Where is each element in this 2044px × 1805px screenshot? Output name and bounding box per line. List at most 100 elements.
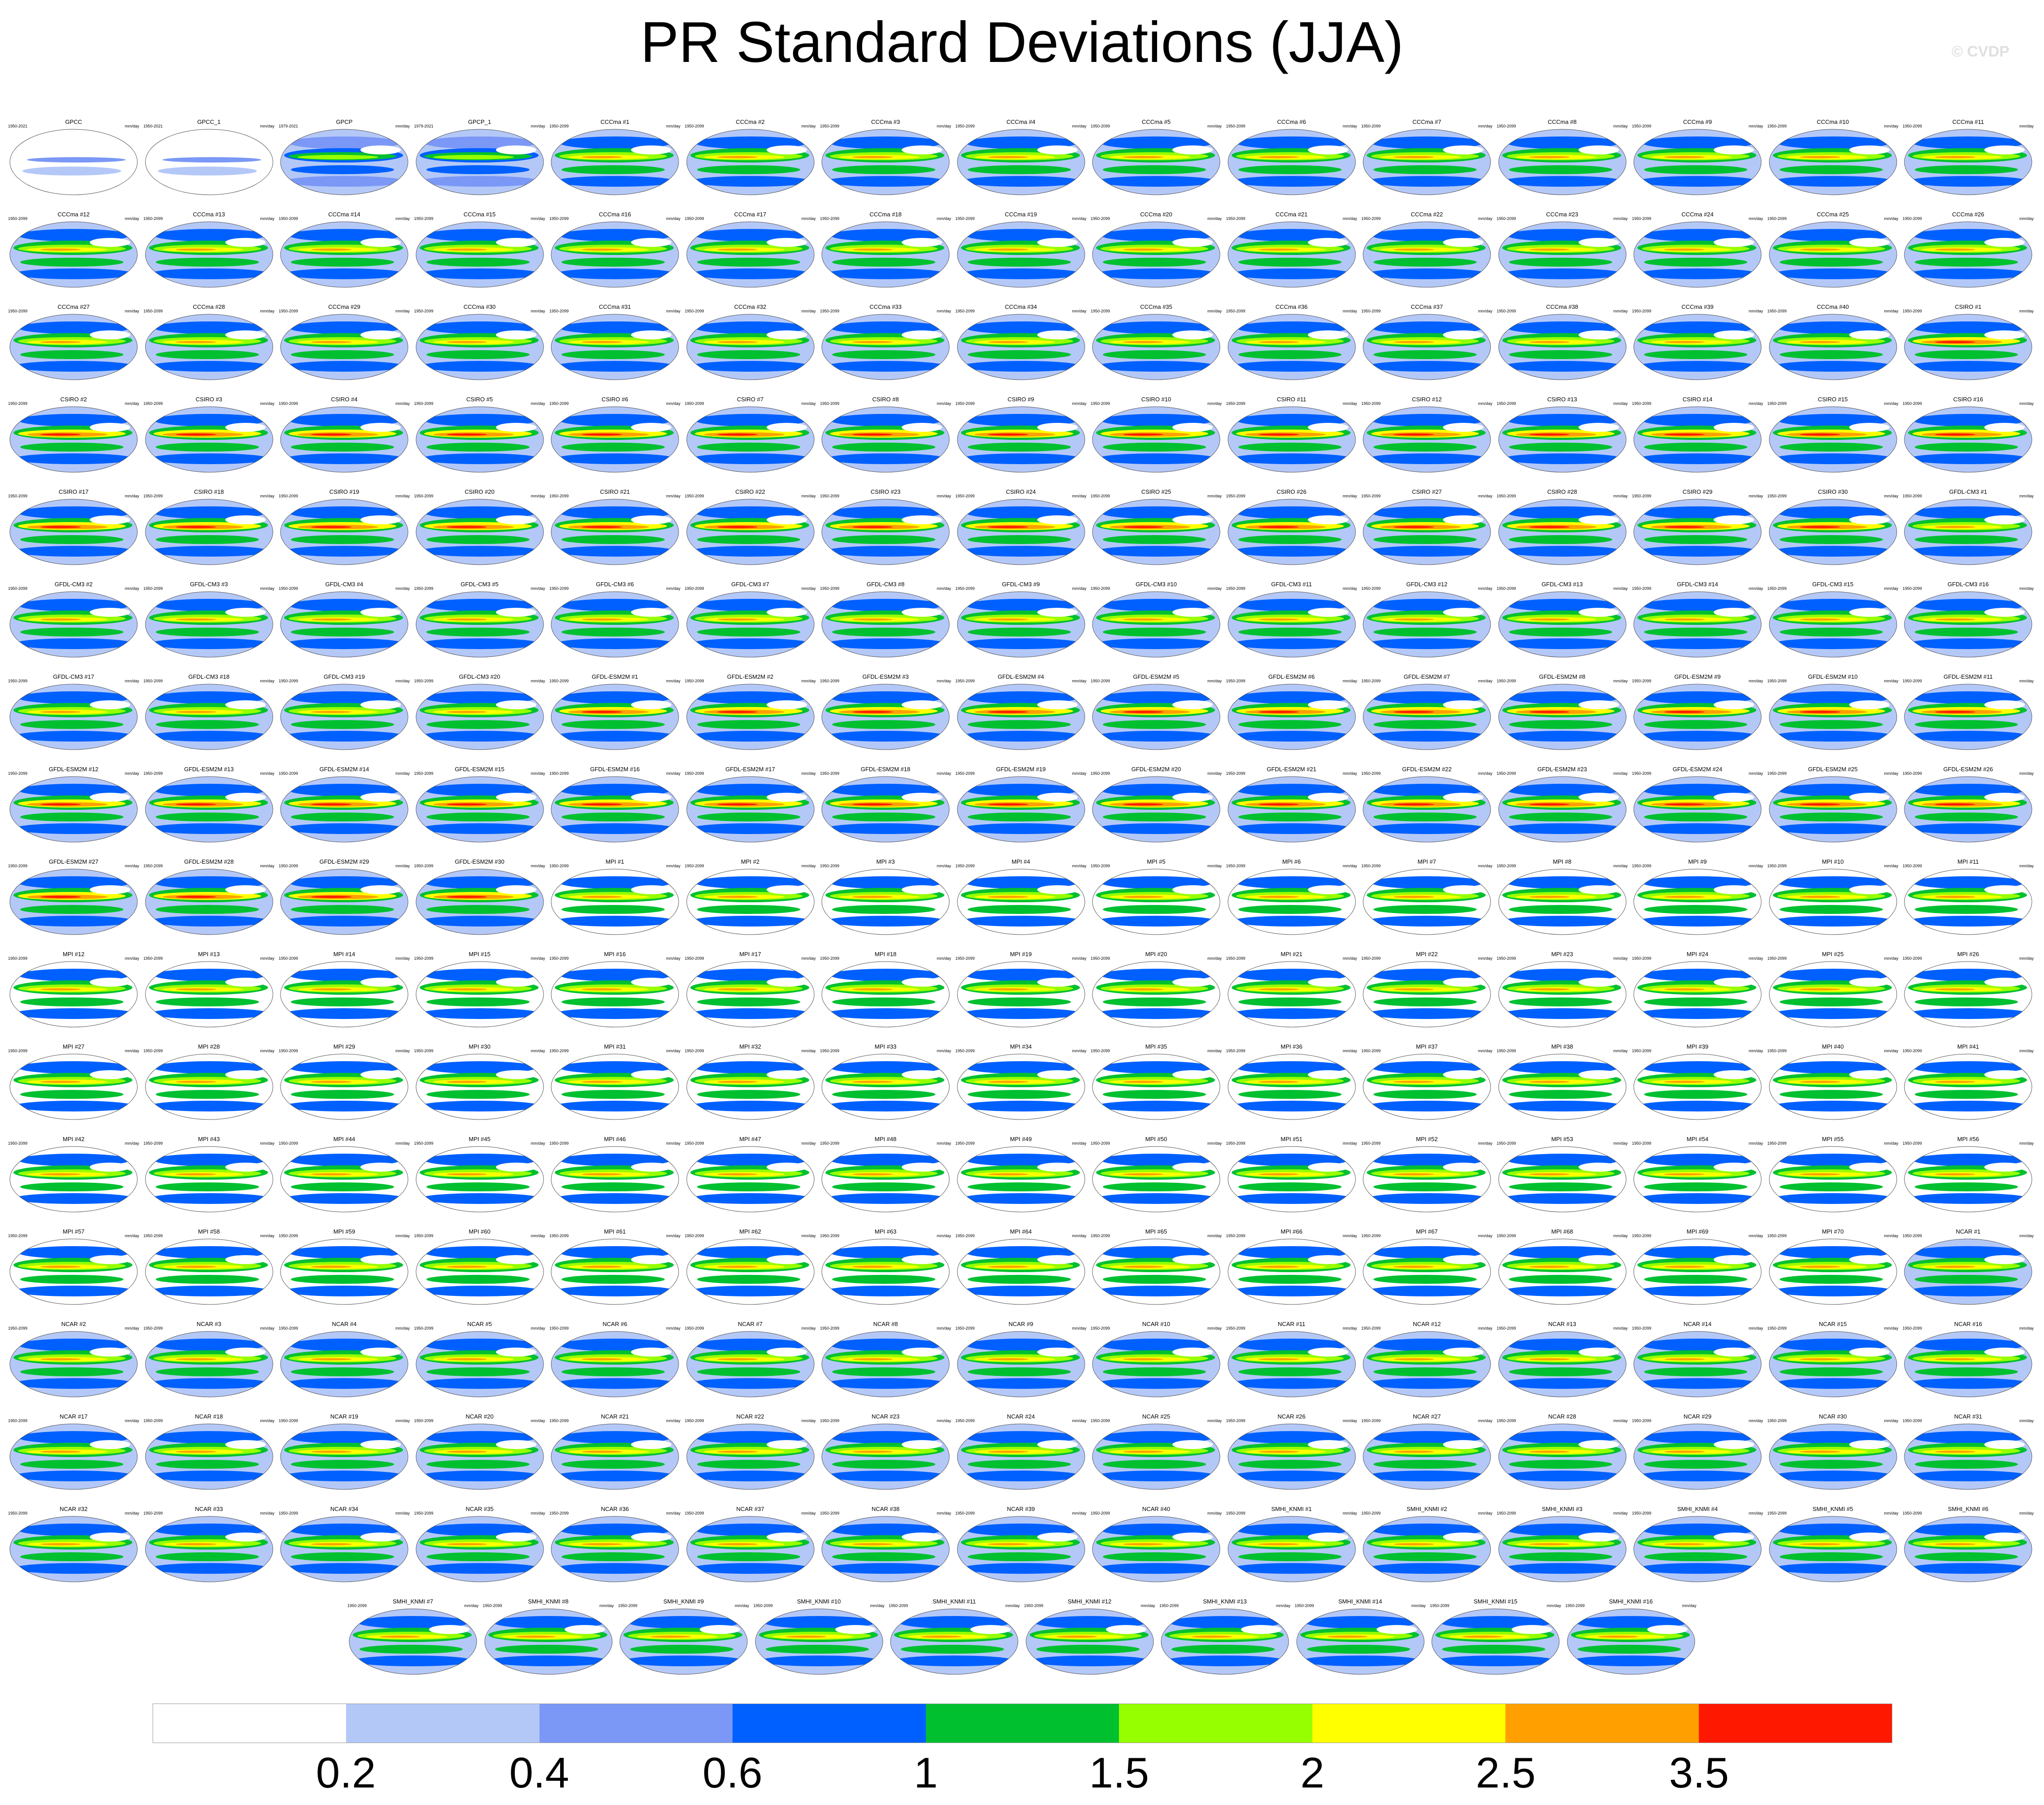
panel-years: 1950-2099: [279, 494, 298, 498]
map-panel: CSIRO #5 1950-2099 mm/day: [412, 396, 547, 479]
panel-title: NCAR #26: [1277, 1413, 1306, 1420]
panel-title: MPI #12: [62, 951, 85, 957]
panel-title: MPI #22: [1416, 951, 1438, 957]
panel-title: CSIRO #11: [1276, 396, 1307, 403]
map-panel: MPI #35 1950-2099 mm/day: [1089, 1043, 1224, 1127]
world-map: [1228, 1238, 1355, 1305]
map-panel: CSIRO #2 1950-2099 mm/day: [6, 396, 141, 479]
panel-title: MPI #44: [333, 1136, 355, 1142]
panel-years: 1950-2099: [414, 864, 434, 868]
panel-units: mm/day: [1613, 309, 1628, 313]
panel-units: mm/day: [936, 1234, 951, 1238]
world-map: [551, 406, 679, 473]
panel-years: 1950-2099: [1903, 1419, 1922, 1423]
world-map: [416, 776, 544, 843]
panel-years: 1950-2099: [279, 216, 298, 221]
panel-title: NCAR #5: [467, 1321, 492, 1327]
world-map: [1363, 869, 1491, 935]
world-map: [145, 1146, 273, 1212]
map-panel: NCAR #18 1950-2099 mm/day: [142, 1413, 276, 1497]
map-panel: CCCma #31 1950-2099 mm/day: [548, 303, 682, 387]
world-map: [1228, 1423, 1355, 1490]
panel-years: 1950-2099: [1903, 586, 1922, 591]
world-map: [686, 129, 814, 195]
world-map: [1363, 591, 1491, 658]
panel-years: 1950-2099: [1361, 1234, 1381, 1238]
panel-units: mm/day: [1072, 309, 1087, 313]
panel-units: mm/day: [1072, 1419, 1087, 1423]
panel-units: mm/day: [1478, 1326, 1492, 1331]
panel-years: 1950-2099: [8, 494, 28, 498]
panel-title: CSIRO #1: [1955, 303, 1982, 310]
map-panel: GFDL-CM3 #9 1950-2099 mm/day: [954, 581, 1088, 664]
panel-units: mm/day: [1342, 864, 1357, 868]
map-panel: NCAR #32 1950-2099 mm/day: [6, 1506, 141, 1589]
world-map: [416, 1516, 544, 1582]
world-map: [551, 776, 679, 843]
map-panel: CCCma #17 1950-2099 mm/day: [683, 211, 818, 294]
map-panel: GFDL-ESM2M #11 1950-2099 mm/day: [1901, 673, 2035, 757]
panel-units: mm/day: [260, 494, 275, 498]
map-panel: CSIRO #25 1950-2099 mm/day: [1089, 488, 1224, 572]
panel-units: mm/day: [260, 956, 275, 961]
colorbar-box: [539, 1704, 733, 1743]
map-panel: NCAR #4 1950-2099 mm/day: [277, 1321, 412, 1404]
panel-title: CCCma #38: [1546, 303, 1579, 310]
panel-units: mm/day: [1207, 124, 1222, 128]
world-map: [686, 1238, 814, 1305]
panel-units: mm/day: [936, 1419, 951, 1423]
panel-years: 1950-2099: [1226, 309, 1246, 313]
panel-title: CSIRO #12: [1412, 396, 1442, 403]
panel-years: 1950-2099: [1767, 309, 1787, 313]
map-panel: SMHI_KNMI #6 1950-2099 mm/day: [1901, 1506, 2035, 1589]
panel-years: 1950-2099: [820, 771, 840, 776]
panel-title: NCAR #40: [1142, 1506, 1171, 1512]
world-map: [1363, 499, 1491, 565]
panel-units: mm/day: [1276, 1603, 1290, 1608]
panel-units: mm/day: [1748, 956, 1763, 961]
panel-years: 1950-2099: [143, 1141, 163, 1146]
panel-title: NCAR #2: [61, 1321, 86, 1327]
panel-title: CSIRO #7: [737, 396, 764, 403]
panel-title: MPI #29: [333, 1043, 355, 1050]
panel-years: 1950-2099: [684, 401, 704, 406]
world-map: [145, 499, 273, 565]
panel-title: GFDL-ESM2M #19: [996, 766, 1046, 773]
world-map: [280, 1331, 408, 1397]
panel-title: NCAR #16: [1954, 1321, 1983, 1327]
panel-units: mm/day: [1207, 771, 1222, 776]
panel-units: mm/day: [260, 1141, 275, 1146]
world-map: [9, 591, 138, 658]
world-map: [1904, 776, 2032, 843]
panel-title: NCAR #39: [1007, 1506, 1035, 1512]
panel-units: mm/day: [1207, 494, 1222, 498]
map-panel: CCCma #3 1950-2099 mm/day: [818, 119, 953, 202]
panel-units: mm/day: [2019, 494, 2034, 498]
world-map: [686, 1516, 814, 1582]
map-panel: GFDL-ESM2M #17 1950-2099 mm/day: [683, 766, 818, 849]
panel-title: CSIRO #14: [1682, 396, 1713, 403]
panel-units: mm/day: [531, 309, 545, 313]
map-panel: CSIRO #24 1950-2099 mm/day: [954, 488, 1088, 572]
panel-units: mm/day: [1207, 1234, 1222, 1238]
panel-units: mm/day: [1748, 771, 1763, 776]
panel-units: mm/day: [1342, 309, 1357, 313]
panel-units: mm/day: [124, 1419, 139, 1423]
panel-years: 1950-2099: [820, 124, 840, 128]
panel-years: 1950-2099: [1361, 586, 1381, 591]
panel-units: mm/day: [1072, 124, 1087, 128]
panel-title: CSIRO #25: [1141, 488, 1171, 495]
panel-units: mm/day: [1613, 124, 1628, 128]
panel-years: 1950-2099: [1294, 1603, 1314, 1608]
world-map: [1769, 591, 1897, 658]
world-map: [1904, 961, 2032, 1028]
world-map: [1904, 1423, 2032, 1490]
world-map: [821, 129, 950, 195]
panel-title: SMHI_KNMI #11: [932, 1598, 976, 1605]
panel-title: MPI #55: [1822, 1136, 1844, 1142]
panel-title: MPI #2: [741, 858, 760, 865]
panel-years: 1950-2099: [1767, 401, 1787, 406]
panel-title: GPCC_1: [197, 119, 221, 125]
world-map: [686, 1423, 814, 1490]
panel-years: 1950-2099: [1091, 679, 1110, 683]
